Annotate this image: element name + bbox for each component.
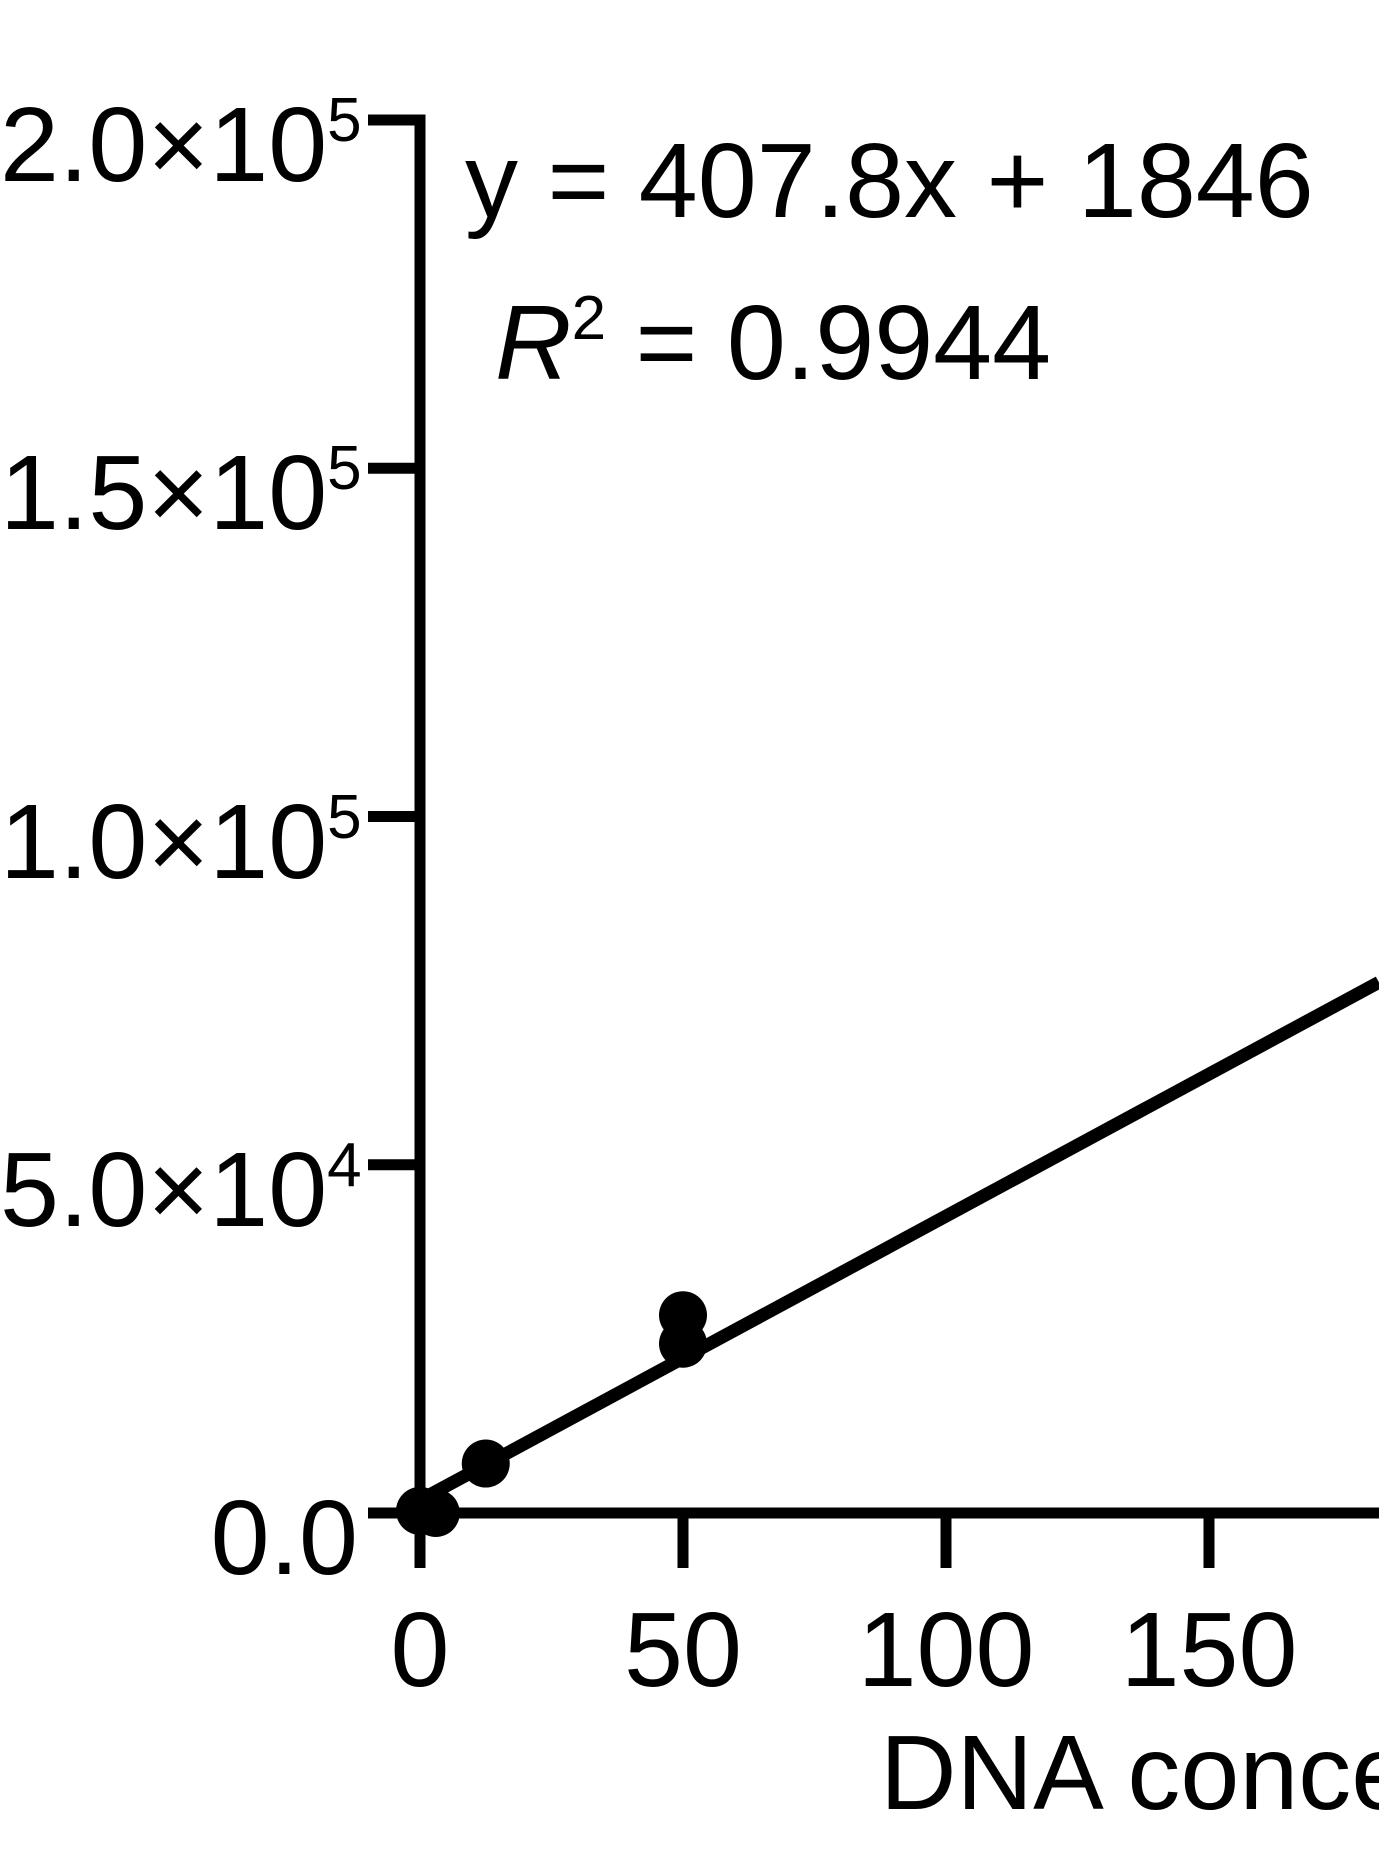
r-squared-text: R2 = 0.9944 xyxy=(495,250,1314,412)
y-tick-exponent: 5 xyxy=(327,782,362,852)
y-tick-mantissa: 0.0 xyxy=(210,1479,358,1597)
y-tick-exponent: 4 xyxy=(327,1130,362,1200)
y-tick-label: 5.0×104 xyxy=(0,1113,362,1243)
data-point xyxy=(659,1291,707,1340)
y-tick-mantissa: 2.0×10 xyxy=(0,86,328,204)
data-point xyxy=(461,1439,510,1488)
y-tick-label: 0.0 xyxy=(0,1461,358,1591)
r-squared-value: = 0.9944 xyxy=(606,284,1052,402)
y-tick-label: 1.0×105 xyxy=(0,765,362,895)
x-tick-label: 0 xyxy=(390,1591,450,1709)
y-tick-mantissa: 1.0×10 xyxy=(0,782,328,901)
regression-annotation: y = 407.8x + 1846 R2 = 0.9944 xyxy=(465,112,1314,412)
r-exponent: 2 xyxy=(571,284,607,353)
x-axis-title: DNA conce xyxy=(880,1714,1379,1832)
x-tick-label: 50 xyxy=(624,1591,742,1709)
regression-equation: y = 407.8x + 1846 xyxy=(465,122,1314,240)
data-point xyxy=(411,1489,460,1537)
y-tick-mantissa: 5.0×10 xyxy=(0,1130,328,1249)
r-symbol: R xyxy=(495,284,572,402)
regression-line xyxy=(416,976,1379,1506)
x-tick-label: 150 xyxy=(1120,1591,1298,1709)
y-tick-label: 2.0×105 xyxy=(0,68,362,198)
y-tick-label: 1.5×105 xyxy=(0,416,362,546)
y-tick-exponent: 5 xyxy=(327,434,362,504)
x-tick-label: 100 xyxy=(857,1591,1035,1709)
y-tick-exponent: 5 xyxy=(327,86,362,155)
y-tick-mantissa: 1.5×10 xyxy=(0,434,328,553)
